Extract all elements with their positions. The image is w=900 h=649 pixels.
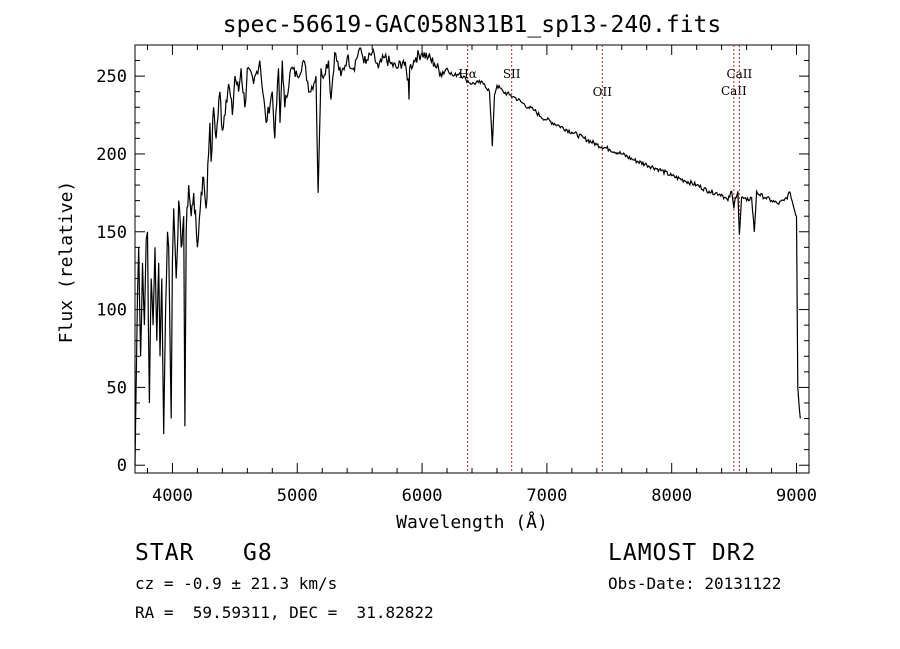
x-tick-label: 4000 xyxy=(152,486,193,506)
y-tick-label: 150 xyxy=(96,223,127,243)
ra-dec: RA = 59.59311, DEC = 31.82822 xyxy=(135,603,434,622)
spectrum-chart: spec-56619-GAC058N31B1_sp13-240.fits 400… xyxy=(56,12,817,533)
y-tick-label: 0 xyxy=(117,456,127,476)
x-tick-label: 5000 xyxy=(277,486,318,506)
x-tick-label: 6000 xyxy=(402,486,443,506)
y-tick-label: 50 xyxy=(107,378,127,398)
spectral-line-label: OII xyxy=(593,85,613,99)
spectrum-line xyxy=(134,47,801,466)
obs-date: Obs-Date: 20131122 xyxy=(608,574,782,593)
x-tick-labels: 4000 5000 6000 7000 8000 9000 xyxy=(152,486,817,506)
spectral-line-label: CaII xyxy=(726,67,752,81)
object-subclass: G8 xyxy=(243,540,273,566)
plot-frame xyxy=(134,44,810,474)
x-tick-label: 7000 xyxy=(526,486,567,506)
spectral-line-label: Hα xyxy=(458,67,477,81)
axis-ticks xyxy=(135,45,809,473)
chart-title: spec-56619-GAC058N31B1_sp13-240.fits xyxy=(223,12,722,38)
y-axis-label: Flux (relative) xyxy=(56,181,77,344)
y-tick-labels: 0 50 100 150 200 250 xyxy=(96,67,127,476)
redshift-cz: cz = -0.9 ± 21.3 km/s xyxy=(135,574,338,593)
object-class: STAR xyxy=(135,540,195,566)
y-tick-label: 200 xyxy=(96,145,127,165)
spectral-line-markers: Hα SII OII CaII CaII xyxy=(458,45,753,473)
x-tick-label: 8000 xyxy=(651,486,692,506)
y-tick-label: 250 xyxy=(96,67,127,87)
survey-name: LAMOST DR2 xyxy=(608,540,757,566)
y-tick-label: 100 xyxy=(96,301,127,321)
x-axis-label: Wavelength (Å) xyxy=(396,511,548,533)
spectral-line-label: SII xyxy=(503,67,521,81)
x-tick-label: 9000 xyxy=(776,486,817,506)
spectral-line-label: CaII xyxy=(721,84,747,98)
